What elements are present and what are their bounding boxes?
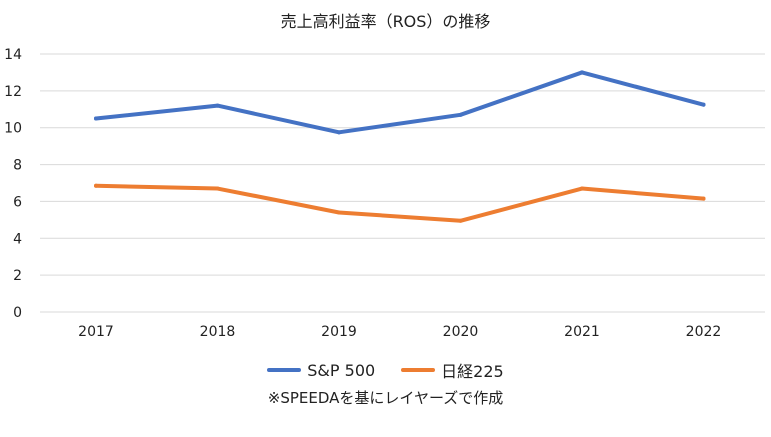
- y-tick-label: 8: [13, 158, 22, 174]
- series-line-1: [94, 183, 706, 223]
- data-point-1-2: [337, 210, 341, 215]
- series-lines: [94, 70, 706, 223]
- data-point-0-4: [580, 70, 584, 75]
- x-axis-ticks: 2017 2018 2019 2020 2021 2022: [78, 324, 721, 340]
- x-tick-label: 2019: [321, 324, 357, 340]
- data-point-0-3: [458, 112, 463, 117]
- legend: S&P 500 日経225: [0, 358, 771, 382]
- y-tick-label: 6: [13, 194, 22, 210]
- y-tick-label: 10: [4, 121, 22, 137]
- legend-swatch-nikkei225: [401, 368, 436, 372]
- y-tick-label: 14: [4, 47, 22, 63]
- x-tick-label: 2017: [78, 324, 114, 340]
- x-tick-label: 2020: [443, 324, 479, 340]
- x-tick-label: 2022: [686, 324, 722, 340]
- data-point-1-5: [701, 196, 706, 201]
- x-tick-label: 2018: [200, 324, 236, 340]
- source-note: ※SPEEDAを基にレイヤーズで作成: [267, 389, 504, 407]
- legend-label-nikkei225: 日経225: [441, 362, 504, 381]
- series-line-0: [94, 70, 706, 135]
- y-tick-label: 0: [13, 305, 22, 321]
- data-point-1-4: [580, 186, 584, 191]
- legend-swatch-sp500: [267, 368, 302, 372]
- y-axis-ticks: 0 2 4 6 8 10 12 14: [4, 47, 22, 321]
- data-point-0-1: [215, 103, 220, 108]
- x-tick-label: 2021: [564, 324, 600, 340]
- chart-title: 売上高利益率（ROS）の推移: [280, 12, 491, 31]
- legend-label-sp500: S&P 500: [307, 360, 376, 380]
- legend-item-sp500: S&P 500: [267, 358, 375, 382]
- legend-item-nikkei225: 日経225: [401, 358, 504, 382]
- y-tick-label: 2: [13, 268, 22, 284]
- y-tick-label: 12: [4, 84, 22, 100]
- y-tick-label: 4: [13, 231, 22, 247]
- data-point-0-0: [94, 116, 98, 121]
- data-point-1-3: [458, 218, 463, 223]
- data-point-0-5: [701, 102, 706, 107]
- data-point-1-0: [94, 183, 98, 188]
- data-point-0-2: [337, 130, 341, 135]
- data-point-1-1: [215, 186, 220, 191]
